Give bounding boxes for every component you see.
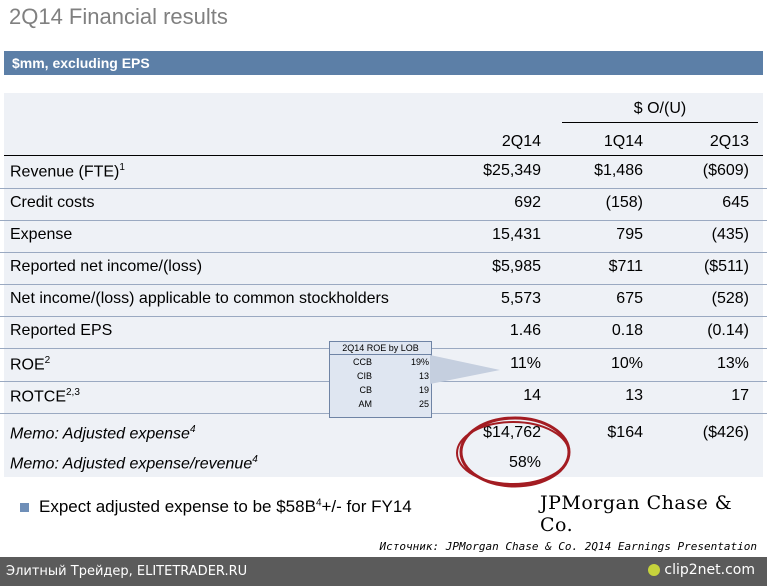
row-value-1q14: 13 bbox=[625, 387, 643, 404]
table-row: Memo: Adjusted expense4 $14,762 $164 ($426) bbox=[0, 418, 767, 450]
row-value-2q13: 17 bbox=[731, 387, 749, 404]
row-value-2q13: (0.14) bbox=[707, 322, 749, 339]
lob-roe: 25 bbox=[418, 399, 429, 409]
header-divider bbox=[562, 122, 758, 123]
row-value-2q14: $25,349 bbox=[483, 162, 541, 179]
mini-table-row: AM 25 bbox=[330, 397, 431, 411]
clip2net-logo: clip2net.com bbox=[648, 562, 755, 578]
row-value-1q14: 675 bbox=[616, 290, 643, 307]
table-row: Credit costs 692 (158) 645 bbox=[0, 188, 767, 221]
lob-roe: 19 bbox=[418, 385, 429, 395]
row-label-text: Memo: Adjusted expense bbox=[10, 425, 190, 443]
row-value-2q13: ($426) bbox=[702, 424, 749, 441]
row-value-2q14: 58% bbox=[508, 454, 541, 471]
lob-name: AM bbox=[358, 399, 373, 409]
lob-roe: 19% bbox=[410, 357, 429, 367]
footnote-marker: 2 bbox=[44, 355, 51, 366]
row-label-text: Expense bbox=[10, 226, 73, 243]
row-value-2q13: 13% bbox=[716, 355, 749, 372]
row-value-2q14: 5,573 bbox=[500, 290, 541, 307]
row-label: ROTCE2,3 bbox=[10, 387, 80, 406]
footer-site-text: Элитный Трейдер, ELITETRADER.RU bbox=[6, 564, 248, 579]
col-header-2q13: 2Q13 bbox=[709, 133, 749, 150]
lob-roe: 13 bbox=[418, 371, 429, 381]
table-row: Revenue (FTE)1 $25,349 $1,486 ($609) bbox=[0, 156, 767, 189]
units-banner: $mm, excluding EPS bbox=[4, 51, 763, 75]
col-header-2q14: 2Q14 bbox=[501, 133, 541, 150]
row-value-1q14: (158) bbox=[605, 194, 643, 211]
row-value-1q14: 10% bbox=[610, 355, 643, 372]
row-label-text: ROE bbox=[10, 356, 45, 374]
bullet-text-b: +/- for FY14 bbox=[321, 497, 412, 516]
lob-name: CIB bbox=[356, 371, 372, 381]
row-value-2q13: (435) bbox=[711, 226, 749, 243]
col-header-1q14: 1Q14 bbox=[603, 133, 643, 150]
mini-table-row: CCB 19% bbox=[330, 355, 431, 369]
row-value-2q13: ($511) bbox=[703, 258, 749, 275]
footnote-marker: 1 bbox=[119, 162, 125, 173]
clip2net-icon bbox=[648, 564, 661, 576]
row-label: Reported EPS bbox=[10, 322, 112, 340]
lob-name: CCB bbox=[352, 357, 372, 367]
table-row: Memo: Adjusted expense/revenue4 58% bbox=[0, 448, 767, 480]
row-value-2q14: 692 bbox=[514, 194, 541, 211]
row-value-1q14: $164 bbox=[607, 424, 643, 441]
row-label: Credit costs bbox=[10, 194, 94, 212]
watermark-footer: Элитный Трейдер, ELITETRADER.RU clip2net… bbox=[0, 557, 767, 586]
row-label: Net income/(loss) applicable to common s… bbox=[10, 290, 389, 308]
row-label: Reported net income/(loss) bbox=[10, 258, 202, 276]
page-title: 2Q14 Financial results bbox=[9, 4, 228, 29]
row-label: Memo: Adjusted expense4 bbox=[10, 424, 196, 443]
row-value-1q14: 795 bbox=[616, 226, 643, 243]
row-value-1q14: $711 bbox=[608, 258, 643, 275]
source-note: Источник: JPMorgan Chase & Co. 2Q14 Earn… bbox=[379, 540, 758, 553]
row-label-text: Credit costs bbox=[10, 194, 95, 211]
header-over-under: $ O/(U) bbox=[633, 100, 687, 117]
row-value-2q13: ($609) bbox=[702, 162, 749, 179]
row-value-2q14: $5,985 bbox=[492, 258, 541, 275]
row-label-text: Memo: Adjusted expense/revenue bbox=[10, 455, 253, 473]
row-value-2q14: $14,762 bbox=[483, 424, 541, 441]
lob-name: CB bbox=[359, 385, 372, 395]
footnote-marker: 4 bbox=[189, 424, 196, 435]
bullet-text-a: Expect adjusted expense to be $58B bbox=[39, 497, 316, 516]
mini-table-row: CB 19 bbox=[330, 383, 431, 397]
row-label-text: Reported EPS bbox=[10, 322, 113, 339]
table-row: Reported net income/(loss) $5,985 $711 ($51… bbox=[0, 252, 767, 285]
mini-table-title: 2Q14 ROE by LOB bbox=[330, 342, 431, 355]
footnote-marker: 4 bbox=[252, 454, 258, 465]
company-logo: JPMorgan Chase & Co. bbox=[540, 492, 733, 536]
highlight-ring bbox=[456, 416, 571, 488]
footnote-marker: 2,3 bbox=[66, 387, 80, 398]
bullet-square-icon bbox=[20, 503, 29, 513]
row-label: Memo: Adjusted expense/revenue4 bbox=[10, 454, 258, 473]
header-rule bbox=[4, 155, 763, 156]
row-label-text: Revenue (FTE) bbox=[10, 163, 120, 181]
row-label: Revenue (FTE)1 bbox=[10, 162, 125, 181]
row-label-text: Net income/(loss) applicable to common s… bbox=[10, 290, 389, 307]
roe-by-lob-table: 2Q14 ROE by LOB CCB 19% CIB 13 CB 19 AM 25 bbox=[329, 341, 432, 418]
table-row: Net income/(loss) applicable to common s… bbox=[0, 284, 767, 317]
guidance-bullet: Expect adjusted expense to be $58B4+/- f… bbox=[20, 497, 412, 517]
row-value-1q14: 0.18 bbox=[611, 322, 643, 339]
mini-table-row: CIB 13 bbox=[330, 369, 431, 383]
row-label: ROE2 bbox=[10, 355, 50, 374]
row-value-2q14: 1.46 bbox=[509, 322, 541, 339]
row-label-text: Reported net income/(loss) bbox=[10, 258, 203, 275]
row-value-2q13: (528) bbox=[711, 290, 749, 307]
row-value-1q14: $1,486 bbox=[594, 162, 643, 179]
bullet-sup: 4 bbox=[315, 497, 322, 509]
clip2net-text: clip2net.com bbox=[664, 562, 755, 578]
table-row: Expense 15,431 795 (435) bbox=[0, 220, 767, 253]
row-value-2q14: 11% bbox=[510, 355, 541, 372]
row-value-2q14: 15,431 bbox=[492, 226, 541, 243]
row-label-text: ROTCE bbox=[10, 388, 66, 406]
row-value-2q13: 645 bbox=[722, 194, 749, 211]
row-label: Expense bbox=[10, 226, 72, 244]
row-value-2q14: 14 bbox=[523, 387, 541, 404]
